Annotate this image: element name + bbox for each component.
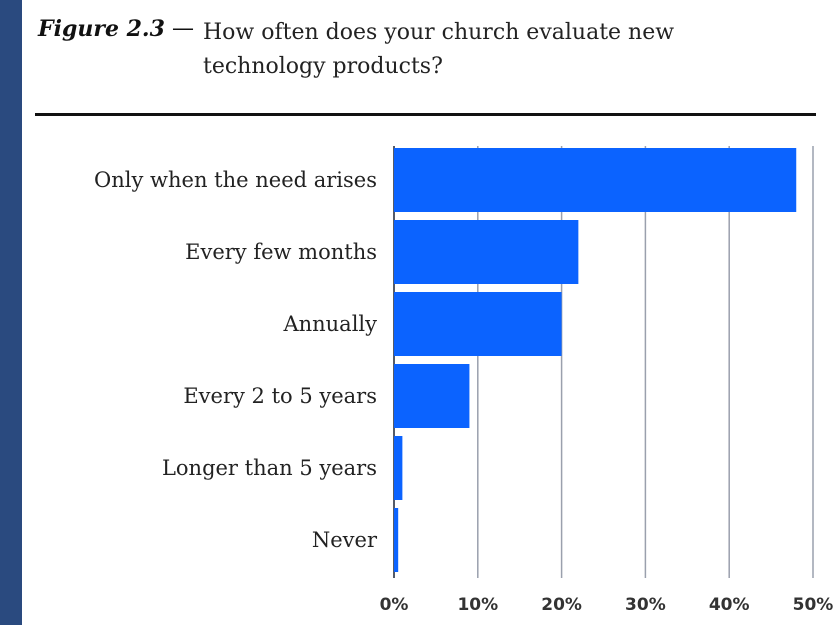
- figure-title-line-1: How often does your church evaluate new: [203, 20, 675, 45]
- title-rule: [35, 113, 816, 116]
- tick-label-40: 40%: [709, 595, 750, 615]
- bar-3: [394, 364, 470, 428]
- tick-label-0: 0%: [380, 595, 409, 615]
- tick-label-20: 20%: [541, 595, 582, 615]
- bar-5: [394, 508, 399, 572]
- category-label-5: Never: [312, 528, 378, 552]
- tick-label-50: 50%: [793, 595, 834, 615]
- category-label-4: Longer than 5 years: [162, 456, 377, 480]
- figure-title-line-2: technology products?: [203, 54, 443, 79]
- category-label-1: Every few months: [185, 240, 377, 264]
- bar-0: [394, 148, 797, 212]
- figure-title: How often does your church evaluate new …: [203, 16, 803, 84]
- category-label-3: Every 2 to 5 years: [183, 384, 377, 408]
- bar-1: [394, 220, 579, 284]
- bar-4: [394, 436, 403, 500]
- tick-label-30: 30%: [625, 595, 666, 615]
- bar-2: [394, 292, 562, 356]
- category-label-2: Annually: [282, 312, 377, 336]
- figure-dash: —: [172, 16, 194, 41]
- figure-label: Figure 2.3: [38, 16, 165, 42]
- tick-label-10: 10%: [457, 595, 498, 615]
- category-label-0: Only when the need arises: [94, 168, 377, 192]
